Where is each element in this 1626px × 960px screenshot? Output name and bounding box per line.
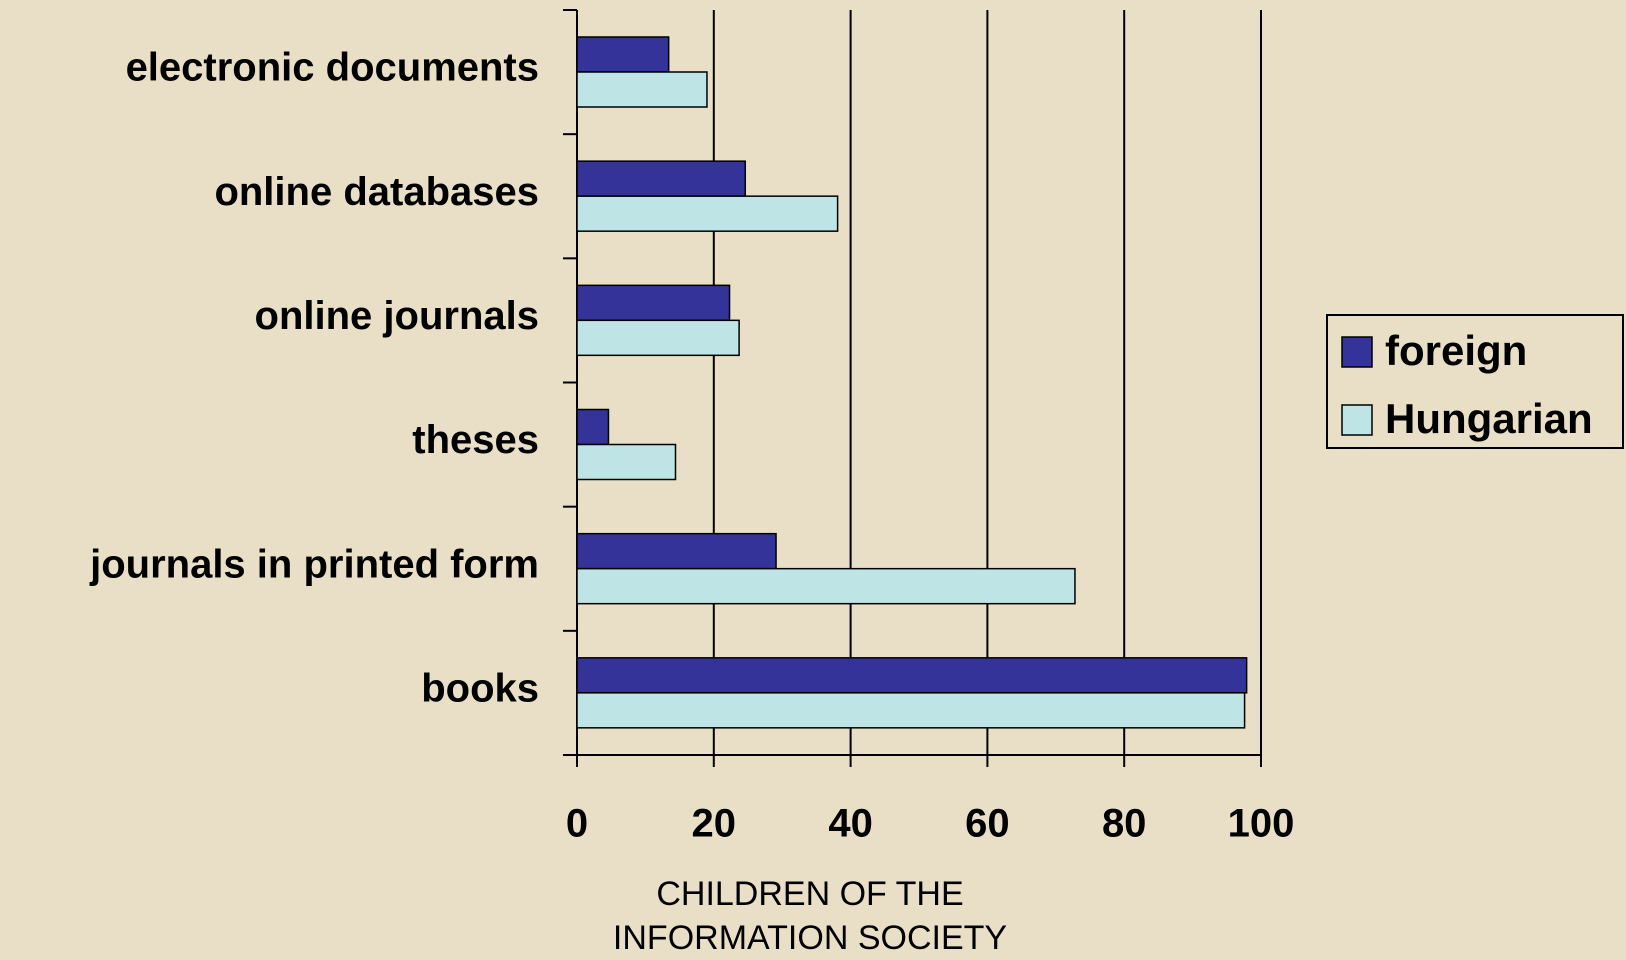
- y-tick-label: journals in printed form: [89, 542, 539, 586]
- legend-swatch: [1341, 336, 1373, 368]
- bar: [576, 284, 731, 322]
- bar: [576, 657, 1248, 694]
- bar: [576, 692, 1246, 729]
- bar: [576, 443, 677, 481]
- bar: [576, 195, 839, 232]
- y-tick-label: online databases: [214, 170, 539, 214]
- x-tick-label: 20: [692, 802, 737, 846]
- y-tick-label: online journals: [255, 294, 539, 338]
- x-tick-label: 100: [1228, 802, 1295, 846]
- bar: [576, 36, 670, 73]
- x-axis-label: CHILDREN OF THE INFORMATION SOCIETY: [612, 875, 1008, 957]
- bar: [576, 532, 777, 570]
- y-tick-label: electronic documents: [126, 46, 539, 90]
- x-tick-label: 60: [965, 802, 1010, 846]
- x-tick-label: 80: [1102, 802, 1147, 846]
- bar: [576, 71, 708, 108]
- bar: [576, 408, 610, 446]
- x-tick-label: 40: [828, 802, 873, 846]
- bar: [576, 160, 747, 197]
- legend-box: [1326, 314, 1624, 449]
- legend-swatch: [1341, 404, 1373, 436]
- bar: [576, 319, 740, 357]
- bar: [576, 567, 1076, 605]
- legend-label: Hungarian: [1385, 395, 1593, 442]
- y-tick-label: books: [421, 666, 539, 710]
- x-tick-label: 0: [566, 802, 588, 846]
- y-tick-label: theses: [412, 418, 539, 462]
- legend-label: foreign: [1385, 327, 1527, 374]
